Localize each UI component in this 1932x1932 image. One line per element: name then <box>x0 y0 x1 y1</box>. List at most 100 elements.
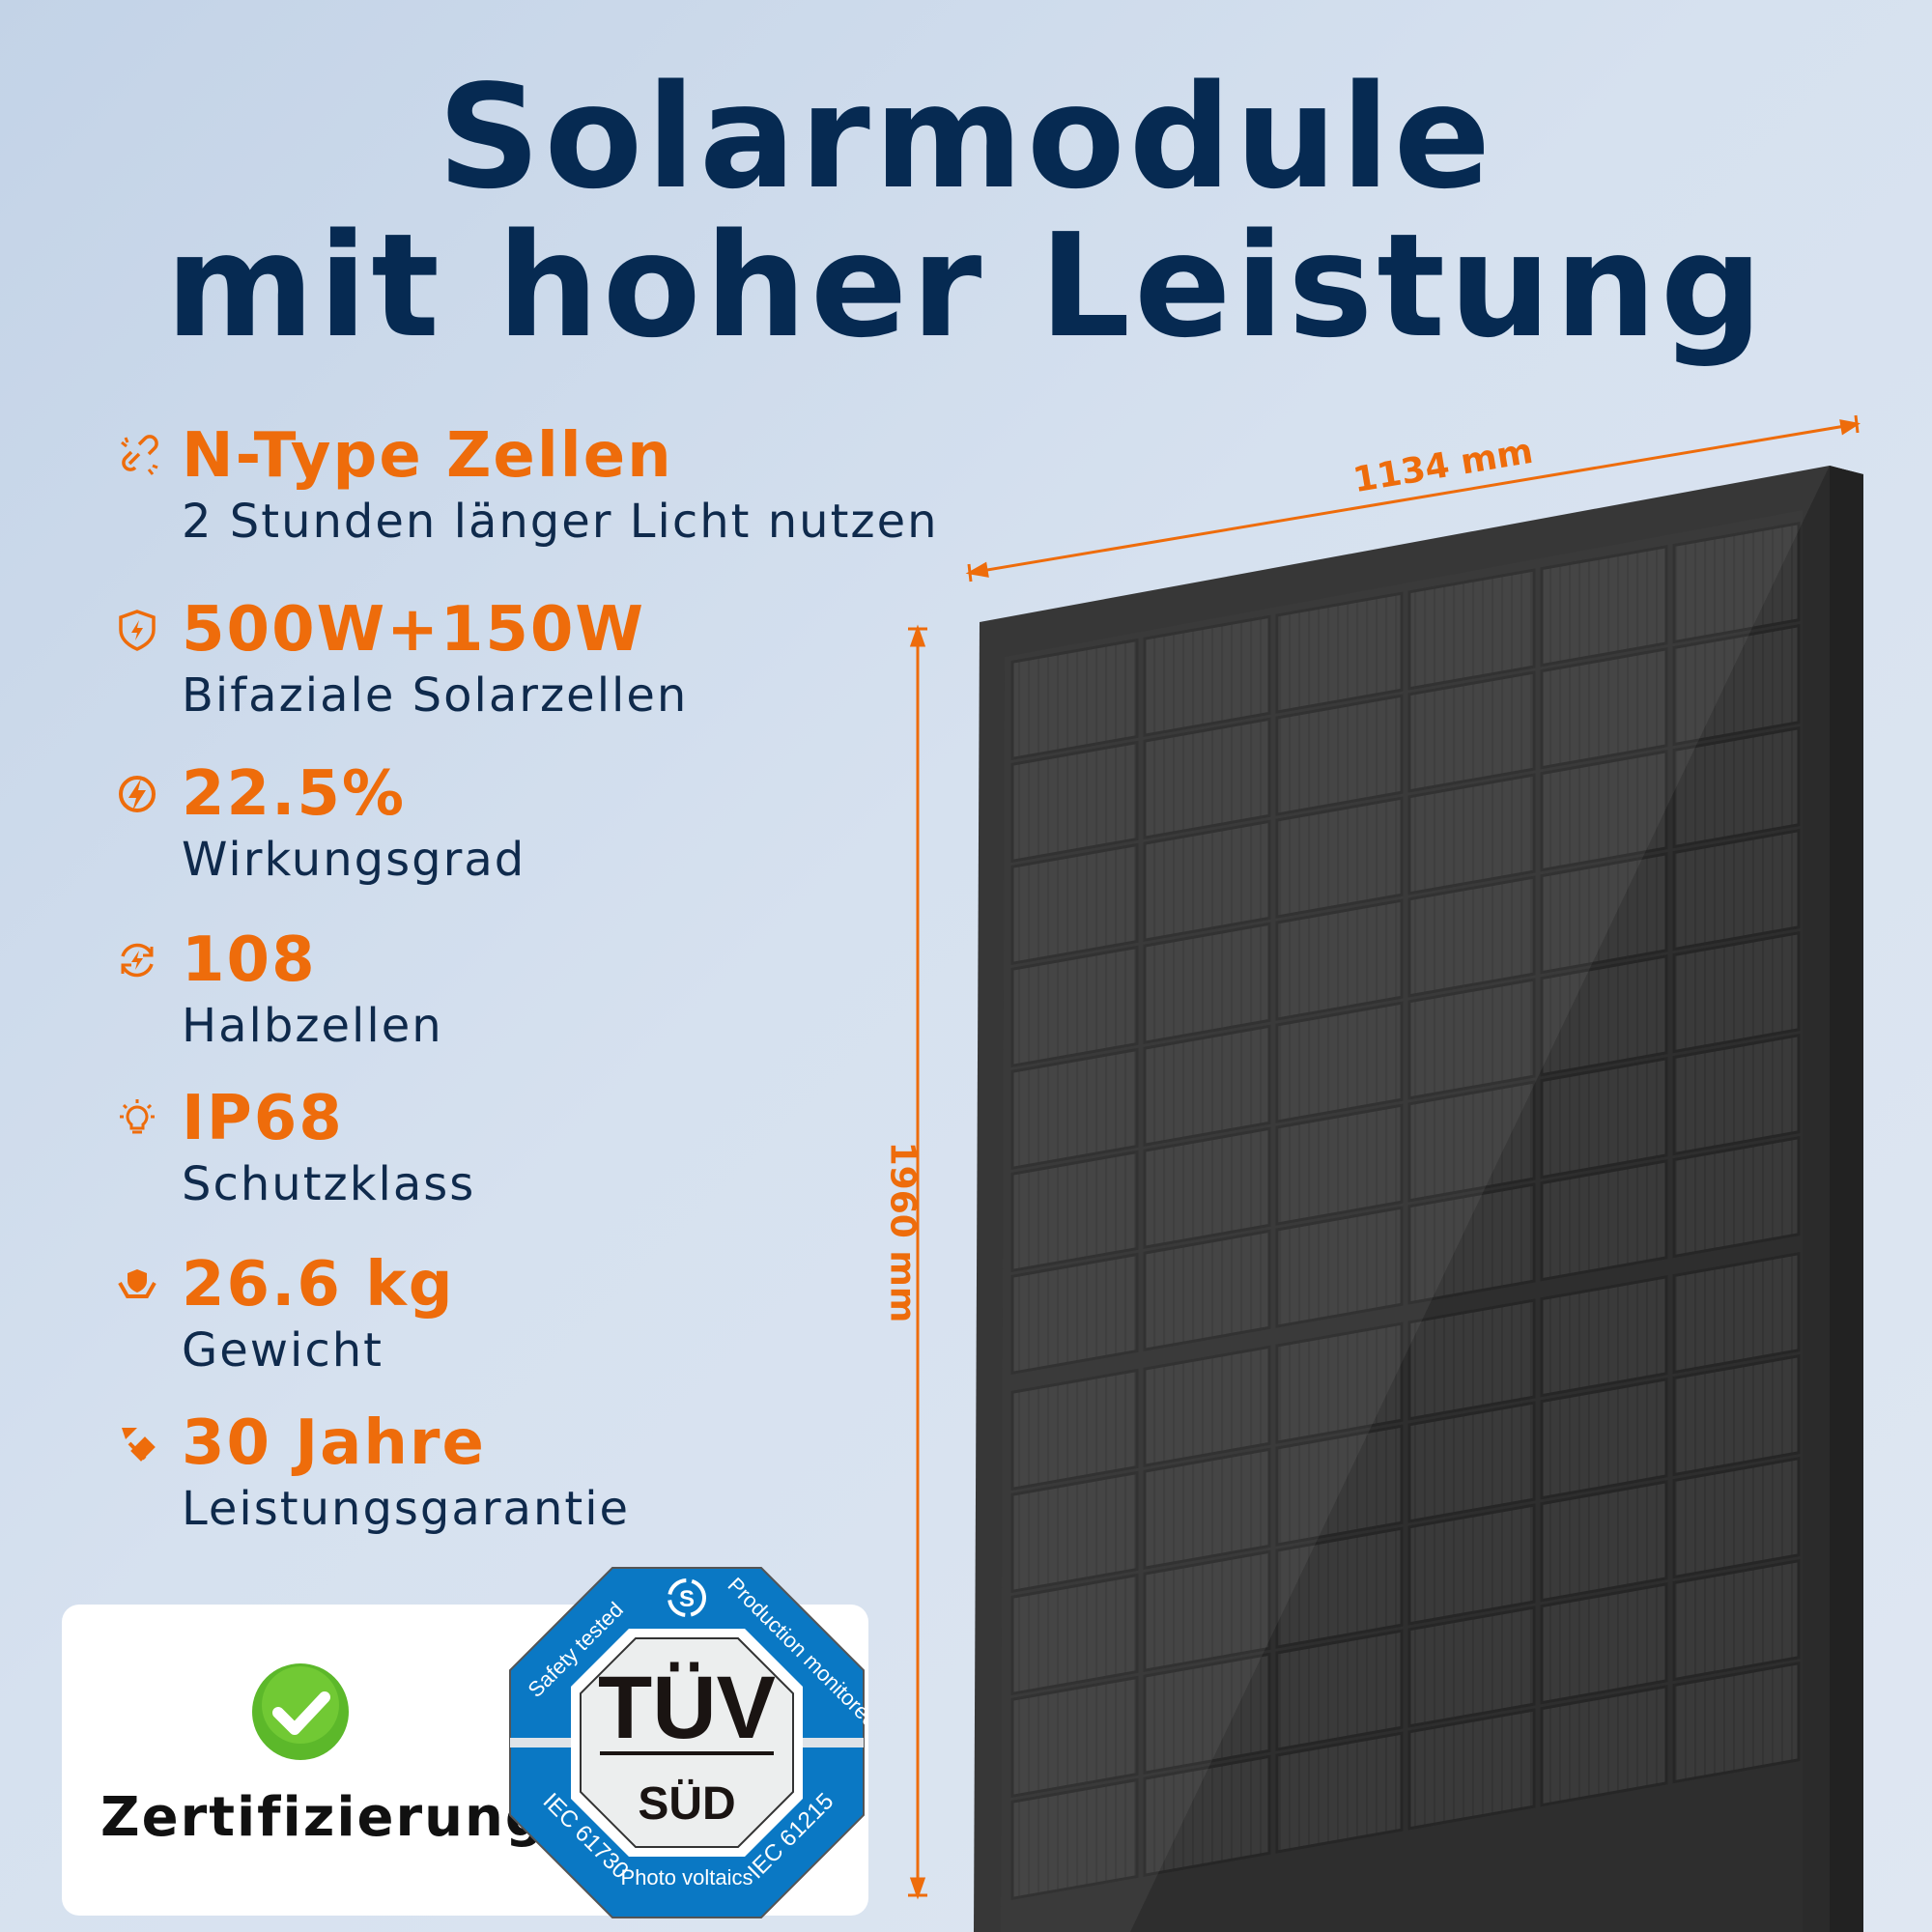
solar-cell <box>1407 1080 1536 1203</box>
feature-heading: IP68 <box>182 1083 344 1154</box>
solar-cell <box>1540 954 1668 1077</box>
solar-cell <box>1010 1368 1139 1492</box>
feature-subtitle: Halbzellen <box>182 999 443 1053</box>
solar-cell <box>1540 1159 1668 1282</box>
solar-cell <box>1143 1447 1271 1570</box>
solar-cell <box>1143 922 1271 1044</box>
feature-subtitle: Gewicht <box>182 1323 384 1378</box>
feature-subtitle: Bifaziale Solarzellen <box>182 668 689 723</box>
solar-cell <box>1672 1136 1801 1259</box>
lightbulb-icon <box>120 1099 155 1134</box>
solar-cell <box>1540 1378 1668 1500</box>
width-dimension-line <box>965 414 1861 582</box>
solar-cell <box>1275 1103 1404 1226</box>
solar-cell <box>1010 1675 1139 1799</box>
circle-bolt-icon <box>119 776 156 812</box>
badge-bottom-text: Photo voltaics <box>621 1865 753 1889</box>
solar-cell <box>1275 1526 1404 1649</box>
solar-cell <box>1275 1731 1404 1854</box>
solar-cell <box>1010 1150 1139 1273</box>
badge-main-text: TÜV <box>598 1659 776 1757</box>
solar-cell <box>1672 1354 1801 1477</box>
solar-cell <box>1407 1605 1536 1728</box>
feature-heading: 500W+150W <box>182 594 645 666</box>
feature-heading: 108 <box>182 924 317 996</box>
feature-subtitle: 2 Stunden länger Licht nutzen <box>182 495 939 549</box>
solar-cell <box>1010 740 1139 864</box>
solar-cell <box>1672 1252 1801 1375</box>
solar-cell <box>1275 1321 1404 1444</box>
title-line-2: mit hoher Leistung <box>165 203 1767 369</box>
solar-cell <box>1143 1345 1271 1467</box>
solar-cell <box>1143 1549 1271 1672</box>
solar-cell <box>1407 773 1536 895</box>
svg-text:S: S <box>679 1586 695 1612</box>
solar-cell <box>1275 694 1404 816</box>
solar-cell <box>1275 796 1404 919</box>
solar-cell <box>1407 1298 1536 1421</box>
solar-cell <box>1540 750 1668 872</box>
solar-cell <box>1010 1777 1139 1901</box>
solar-cell <box>1672 726 1801 849</box>
solar-cell <box>1540 647 1668 770</box>
panel-side <box>1830 466 1863 1932</box>
certification-label: Zertifizierung <box>100 1786 546 1849</box>
solar-cell <box>1275 591 1404 714</box>
solar-cell <box>1540 1582 1668 1705</box>
warranty-icon <box>122 1428 156 1462</box>
solar-cell <box>1672 1559 1801 1682</box>
solar-cell <box>1672 1662 1801 1784</box>
solar-cell <box>1143 819 1271 942</box>
height-dimension-line <box>908 624 927 1900</box>
broken-link-icon <box>121 435 158 475</box>
solar-cell <box>1010 1573 1139 1696</box>
solar-cell <box>1143 1754 1271 1877</box>
s-cycle-icon: S <box>668 1578 706 1617</box>
solar-cell <box>1407 568 1536 691</box>
solar-cell <box>1540 1275 1668 1398</box>
solar-cell <box>1010 1470 1139 1594</box>
feature-subtitle: Wirkungsgrad <box>182 833 526 887</box>
solar-cell <box>1540 545 1668 668</box>
feature-heading: 26.6 kg <box>182 1249 455 1321</box>
solar-cell <box>1540 1480 1668 1603</box>
solar-cell <box>1672 1034 1801 1156</box>
solar-cell <box>1275 1424 1404 1547</box>
solar-cell <box>1143 1652 1271 1775</box>
solar-cell <box>1275 1206 1404 1328</box>
solar-cell <box>1010 1252 1139 1376</box>
solar-cell <box>1407 1401 1536 1523</box>
solar-cell <box>1407 1708 1536 1831</box>
check-icon <box>252 1663 349 1760</box>
solar-cell <box>1407 670 1536 793</box>
solar-cell <box>1010 638 1139 761</box>
solar-cell <box>1672 829 1801 952</box>
feature-heading: 30 Jahre <box>182 1407 486 1479</box>
feature-heading: 22.5% <box>182 758 407 830</box>
badge-sub-text: SÜD <box>638 1778 735 1830</box>
solar-cell <box>1143 614 1271 737</box>
solar-cell <box>1275 1629 1404 1751</box>
hand-shield-icon <box>118 1269 156 1298</box>
solar-cell <box>1672 624 1801 747</box>
solar-cell <box>1143 1024 1271 1147</box>
tuv-sud-badge: TÜV SÜD Photo voltaics Safety tested Pro… <box>509 1567 866 1918</box>
solar-cell <box>1275 1001 1404 1123</box>
cycle-bolt-icon <box>121 943 154 978</box>
solar-cell <box>1540 1057 1668 1179</box>
solar-cell <box>1672 931 1801 1054</box>
solar-cell <box>1407 1503 1536 1626</box>
solar-cell <box>1540 852 1668 975</box>
feature-subtitle: Leistungsgarantie <box>182 1482 631 1536</box>
solar-cell <box>1143 1229 1271 1351</box>
panel-reflection <box>974 466 1830 1932</box>
solar-cell <box>1143 1126 1271 1249</box>
height-dimension-label: 1960 mm <box>882 1141 923 1323</box>
solar-cell <box>1010 1047 1139 1171</box>
solar-cell <box>1407 1182 1536 1305</box>
shield-bolt-icon <box>119 610 156 651</box>
solar-cell <box>1407 978 1536 1100</box>
solar-cell <box>1010 945 1139 1068</box>
panel-cells <box>1010 522 1801 1901</box>
